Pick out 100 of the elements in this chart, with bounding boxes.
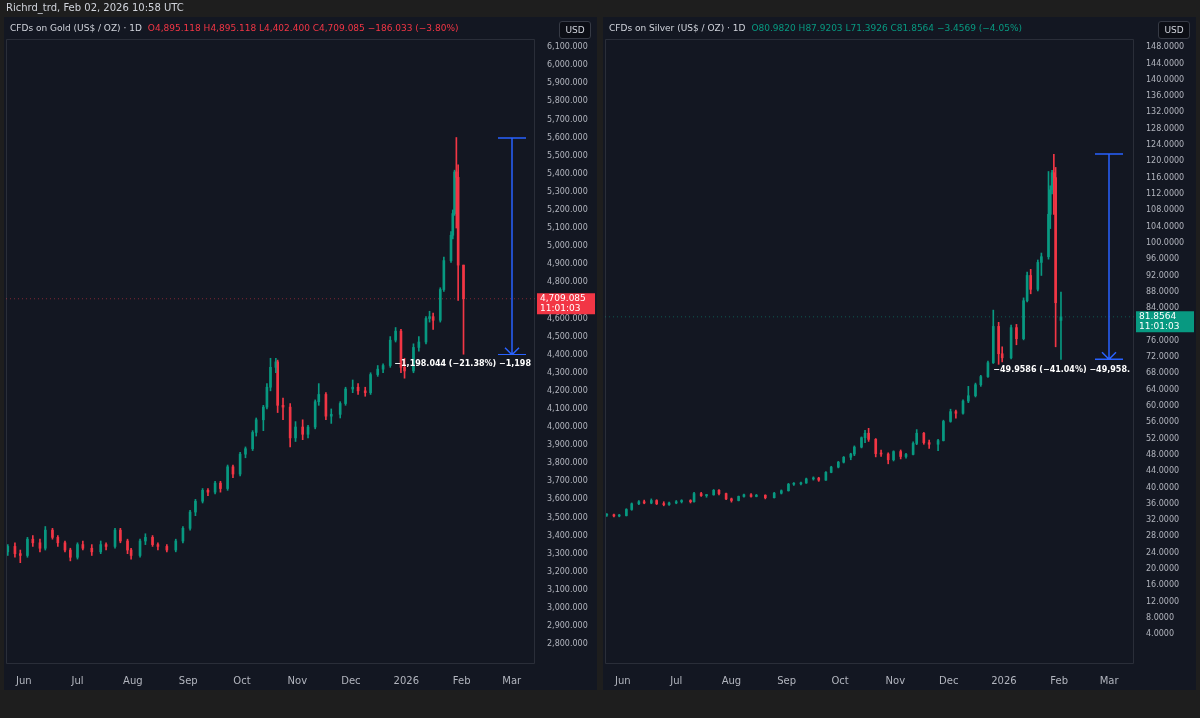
- y-tick-label: 3,100.000: [547, 584, 588, 594]
- candlestick: [787, 483, 790, 492]
- y-tick-label: 140.0000: [1146, 74, 1185, 84]
- y-tick-label: 48.0000: [1146, 449, 1180, 459]
- y-tick-label: 8.0000: [1146, 613, 1174, 623]
- candlestick: [705, 494, 708, 498]
- y-tick-label: 2,900.000: [547, 621, 588, 631]
- y-tick-label: 3,000.000: [547, 603, 588, 612]
- chart-subtitle: O80.9820 H87.9203 L71.3926 C81.8564 −3.4569 (−4.05%): [751, 23, 1022, 33]
- candlestick: [780, 489, 783, 495]
- y-tick-label: 3,500.000: [547, 512, 588, 522]
- y-tick-label: 5,000.000: [547, 241, 588, 251]
- y-tick-label: 3,200.000: [547, 566, 588, 576]
- x-tick-label: Mar: [1099, 674, 1120, 686]
- x-tick-label: Oct: [233, 674, 251, 686]
- chart-subtitle: O4,895.118 H4,895.118 L4,402.400 C4,709.085 −186.033 (−3.80%): [147, 23, 459, 33]
- text: Richrd_trd, Feb 02, 2026 10:58 UTC: [6, 2, 184, 13]
- y-tick-label: 116.0000: [1146, 172, 1185, 182]
- y-tick-label: 4,800.000: [547, 277, 588, 287]
- y-tick-label: 72.0000: [1146, 352, 1180, 362]
- y-tick-label: 4,300.000: [547, 367, 588, 377]
- ref-line-label: 81.8564: [1139, 311, 1177, 322]
- annotation: −49.9586 (−41.04%) −49,958.: [993, 364, 1131, 374]
- ref-line-label: 4,709.085: [540, 293, 586, 304]
- y-tick-label: 2,800.000: [547, 639, 588, 649]
- chart-title: CFDs on Gold (US$ / OZ) · 1D: [10, 23, 142, 33]
- x-tick-label: Dec: [939, 674, 959, 686]
- y-tick-label: 6,100.000: [547, 42, 588, 52]
- y-tick-label: 132.0000: [1146, 107, 1185, 117]
- x-tick-label: Oct: [831, 674, 849, 686]
- y-tick-label: 3,900.000: [547, 440, 588, 450]
- y-tick-label: 44.0000: [1146, 466, 1180, 476]
- x-tick-label: Feb: [1050, 674, 1069, 686]
- x-tick-label: Aug: [123, 674, 143, 686]
- y-tick-label: 56.0000: [1146, 417, 1180, 427]
- y-tick-label: 88.0000: [1146, 286, 1180, 296]
- y-tick-label: 24.0000: [1146, 547, 1180, 557]
- x-tick-label: 2026: [991, 674, 1017, 686]
- y-tick-label: 3,800.000: [547, 458, 588, 468]
- y-tick-label: 96.0000: [1146, 254, 1180, 264]
- y-tick-label: 112.0000: [1146, 189, 1185, 198]
- x-tick-label: Jul: [70, 674, 84, 686]
- y-tick-label: 4,500.000: [547, 331, 588, 341]
- y-tick-label: 120.0000: [1146, 156, 1185, 166]
- text: 11:01:03: [1139, 321, 1180, 332]
- y-tick-label: 5,900.000: [547, 78, 588, 88]
- y-tick-label: 32.0000: [1146, 515, 1180, 525]
- x-tick-label: 2026: [393, 674, 420, 686]
- y-tick-label: 4,900.000: [547, 259, 588, 269]
- y-tick-label: 52.0000: [1146, 433, 1180, 443]
- y-tick-label: 108.0000: [1146, 205, 1185, 215]
- y-tick-label: 5,600.000: [547, 132, 588, 142]
- y-tick-label: 148.0000: [1146, 42, 1185, 52]
- y-tick-label: 5,200.000: [547, 205, 588, 215]
- y-tick-label: 60.0000: [1146, 401, 1180, 411]
- x-tick-label: Nov: [885, 674, 906, 686]
- y-tick-label: 3,700.000: [547, 476, 588, 486]
- y-tick-label: 40.0000: [1146, 482, 1180, 492]
- y-tick-label: 3,300.000: [547, 548, 588, 558]
- y-tick-label: 5,300.000: [547, 186, 588, 196]
- y-tick-label: 4,400.000: [547, 349, 588, 359]
- x-tick-label: Feb: [452, 674, 471, 686]
- x-tick-label: Jun: [15, 674, 32, 686]
- y-tick-label: 5,800.000: [547, 96, 588, 106]
- x-tick-label: Sep: [178, 674, 198, 686]
- y-tick-label: 12.0000: [1146, 596, 1180, 606]
- text: USD: [1158, 21, 1190, 39]
- y-tick-label: 16.0000: [1146, 580, 1180, 590]
- x-tick-label: Jul: [669, 674, 683, 686]
- y-tick-label: 6,000.000: [547, 60, 588, 70]
- text: USD: [559, 21, 591, 39]
- y-tick-label: 5,700.000: [547, 114, 588, 124]
- y-tick-label: 3,600.000: [547, 494, 588, 504]
- y-tick-label: 104.0000: [1146, 221, 1185, 231]
- y-tick-label: 68.0000: [1146, 368, 1180, 378]
- y-tick-label: 28.0000: [1146, 531, 1180, 541]
- text: 11:01:03: [540, 303, 581, 314]
- y-tick-label: 5,400.000: [547, 168, 588, 178]
- y-tick-label: 4,000.000: [547, 422, 588, 432]
- x-tick-label: Sep: [777, 674, 797, 686]
- y-tick-label: 84.0000: [1146, 303, 1180, 313]
- y-tick-label: 64.0000: [1146, 384, 1180, 394]
- y-tick-label: 5,500.000: [547, 150, 588, 160]
- y-tick-label: 136.0000: [1146, 91, 1185, 101]
- y-tick-label: 36.0000: [1146, 498, 1180, 508]
- y-tick-label: 5,100.000: [547, 223, 588, 233]
- x-tick-label: Aug: [721, 674, 742, 686]
- y-tick-label: 144.0000: [1146, 58, 1185, 68]
- y-tick-label: 124.0000: [1146, 140, 1185, 150]
- y-tick-label: 4.0000: [1146, 629, 1174, 639]
- x-tick-label: Mar: [502, 674, 523, 686]
- y-tick-label: 20.0000: [1146, 564, 1180, 574]
- y-tick-label: 3,400.000: [547, 530, 588, 540]
- x-tick-label: Jun: [614, 674, 631, 686]
- x-tick-label: Nov: [287, 674, 308, 686]
- y-tick-label: 4,200.000: [547, 385, 588, 395]
- x-tick-label: Dec: [341, 674, 361, 686]
- y-tick-label: 100.0000: [1146, 237, 1185, 247]
- y-tick-label: 92.0000: [1146, 270, 1180, 280]
- y-tick-label: 4,600.000: [547, 313, 588, 323]
